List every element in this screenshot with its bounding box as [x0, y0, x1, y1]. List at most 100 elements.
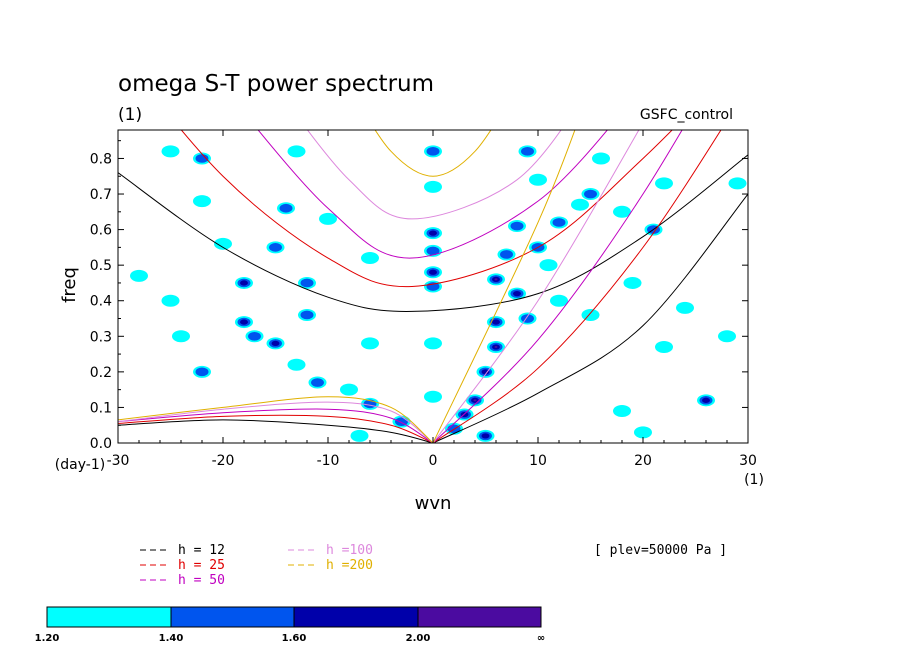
ig-curve-h50 [257, 130, 609, 259]
power-contour-51-level-2 [584, 189, 597, 199]
power-contour-21-level-1 [361, 337, 379, 350]
power-contour-46-level-1 [529, 173, 547, 186]
power-contour-65-level-1 [581, 308, 600, 321]
power-contour-64-level-1 [676, 301, 694, 314]
power-contour-16-level-2 [195, 367, 209, 377]
x-tick-label: -10 [317, 453, 340, 469]
experiment-label: GSFC_control [640, 107, 733, 123]
power-contour-45-level-2 [521, 147, 534, 156]
power-contour-9-level-3 [240, 280, 248, 286]
power-contour-1-level-2 [195, 154, 209, 163]
power-contour-60-level-1 [613, 404, 631, 417]
power-contour-22-level-1 [130, 269, 148, 282]
y-tick-label: 0.6 [90, 223, 112, 239]
x-tick-label: -20 [212, 453, 235, 469]
y-tick-label: 0.8 [90, 151, 112, 167]
kelvin-curve-h100 [432, 130, 640, 443]
power-contour-14-level-3 [271, 340, 280, 347]
x-tick-label: 20 [634, 453, 652, 469]
power-contour-61-level-1 [634, 426, 652, 439]
y-tick-label: 0.4 [90, 294, 112, 310]
power-contour-13-level-2 [248, 331, 261, 341]
power-contour-63-level-1 [718, 330, 736, 343]
kelvin-curve-h200 [432, 130, 576, 443]
power-contour-55-level-1 [613, 205, 631, 218]
power-contour-59-level-1 [655, 340, 673, 353]
power-contour-11-level-2 [300, 278, 314, 288]
y-tick-label: 0.2 [90, 365, 112, 381]
power-contour-2-level-1 [287, 145, 306, 158]
power-contour-32-level-1 [424, 337, 442, 350]
pressure-level-note: [ plev=50000 Pa ] [594, 543, 727, 558]
colorbar-label: 1.20 [35, 633, 60, 644]
power-contours [130, 145, 747, 442]
power-contour-25-level-1 [350, 429, 369, 442]
ig-curve-h25 [180, 130, 673, 288]
power-contour-20-level-1 [340, 383, 358, 396]
er-curve-h100 [118, 401, 434, 443]
power-contour-36-level-4 [473, 399, 477, 402]
power-contour-27-level-1 [424, 180, 442, 193]
y-tick-label: 0.7 [90, 187, 112, 203]
power-contour-58-level-1 [623, 276, 642, 289]
colorbar-label: 1.40 [159, 633, 184, 644]
dispersion-curves [118, 130, 748, 443]
power-contour-30-level-3 [429, 269, 437, 275]
x-axis-unit: (1) [744, 472, 764, 488]
colorbar-label: ∞ [537, 633, 545, 644]
power-contour-5-level-1 [319, 212, 337, 225]
y-axis-label: freq [59, 267, 80, 303]
power-contour-37-level-3 [481, 433, 490, 439]
y-tick-label: 0.1 [90, 400, 112, 416]
power-contour-49-level-2 [552, 218, 566, 227]
power-contour-8-level-1 [361, 252, 379, 265]
power-contour-3-level-1 [193, 195, 211, 208]
power-contour-52-level-1 [592, 152, 610, 165]
x-tick-label: 30 [739, 453, 757, 469]
power-contour-10-level-1 [161, 294, 180, 307]
colorbar-label: 1.60 [282, 633, 307, 644]
er-curve-h25 [118, 414, 434, 443]
chart-title: omega S-T power spectrum [118, 71, 434, 97]
y-axis-ticks: 0.0 0.1 0.2 0.3 0.4 0.5 0.6 0.7 0.8 [90, 140, 748, 452]
power-contour-43-level-2 [500, 250, 513, 259]
chart-subtitle: (1) [118, 105, 142, 125]
colorbar: 1.20 1.40 1.60 2.00 ∞ [35, 606, 545, 644]
power-contour-39-level-4 [494, 346, 498, 348]
x-tick-label: 10 [529, 453, 547, 469]
er-curve-h50 [118, 408, 434, 443]
y-tick-label: 0.5 [90, 258, 112, 274]
x-axis-ticks: -30 -20 -10 0 10 20 30 [107, 130, 757, 469]
kelvin-curve-h50 [432, 130, 683, 443]
power-contour-62-level-3 [702, 397, 710, 403]
power-contour-48-level-1 [539, 259, 558, 272]
er-curve-h200 [118, 396, 434, 443]
power-contour-19-level-1 [287, 358, 306, 371]
power-contour-12-level-3 [240, 319, 248, 325]
power-contour-33-level-1 [424, 390, 442, 403]
power-contour-57-level-1 [655, 177, 673, 190]
ig-curve-h12 [118, 154, 748, 312]
power-contour-38-level-3 [481, 369, 490, 375]
power-contour-29-level-2 [426, 246, 440, 256]
colorbar-cell [170, 606, 295, 628]
kelvin-curve-h25 [432, 130, 722, 443]
power-contour-4-level-2 [279, 203, 293, 213]
power-contour-0-level-1 [161, 145, 180, 158]
legend-entry: h = 12 [178, 543, 225, 558]
x-tick-label: -30 [107, 453, 130, 469]
legend-entry: h = 25 [178, 558, 225, 573]
power-contour-17-level-1 [172, 330, 190, 343]
y-tick-label: 0.3 [90, 329, 112, 345]
power-contour-15-level-2 [300, 310, 314, 320]
x-axis-label: wvn [415, 493, 452, 514]
legend-entry: h =200 [326, 558, 373, 573]
ig-curve-h200 [374, 130, 492, 177]
colorbar-cell [293, 606, 419, 628]
legend-entry: h =100 [326, 543, 373, 558]
power-contour-6-level-1 [214, 237, 232, 250]
power-contour-44-level-2 [510, 221, 524, 231]
er-curve-h12 [118, 419, 434, 443]
